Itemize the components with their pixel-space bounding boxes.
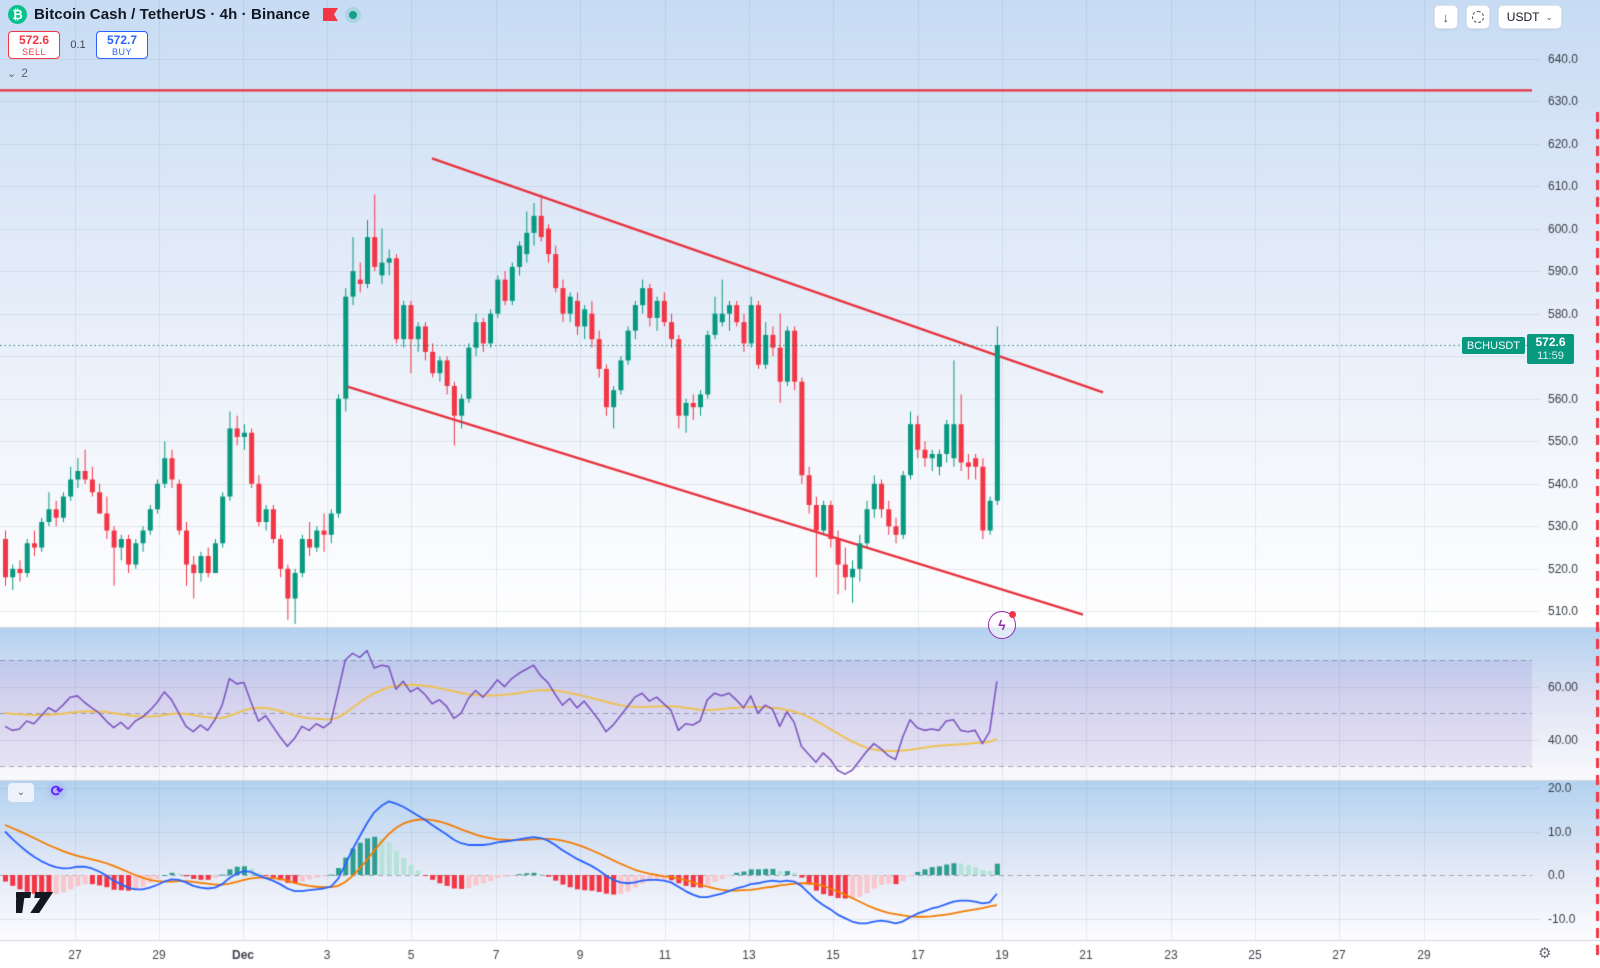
down-arrow-icon: ↓ bbox=[1442, 9, 1450, 25]
chevron-down-icon: ⌄ bbox=[1545, 11, 1553, 22]
macd-sync-button[interactable]: ⟳ bbox=[45, 779, 69, 803]
dashed-circle-icon bbox=[1471, 11, 1484, 23]
notification-dot bbox=[1009, 611, 1016, 618]
flash-alert-icon[interactable]: ϟ bbox=[988, 611, 1016, 639]
scroll-to-recent-button[interactable]: ↓ bbox=[1433, 5, 1458, 29]
flag-icon[interactable] bbox=[323, 8, 339, 21]
bitcoin-cash-logo-icon: ₿ bbox=[8, 5, 27, 24]
object-tree-collapse-chip[interactable]: ⌄ 2 bbox=[7, 66, 28, 80]
currency-label: USDT bbox=[1506, 10, 1540, 24]
tradingview-logo[interactable] bbox=[16, 886, 62, 918]
time-axis-settings-gear-icon[interactable]: ⚙ bbox=[1538, 945, 1552, 962]
bar-countdown: 11:59 bbox=[1537, 350, 1564, 362]
connection-status-icon bbox=[345, 6, 362, 23]
buy-sell-widget: 572.6 SELL 0.1 572.7 BUY bbox=[8, 31, 148, 59]
symbol-header: ₿ Bitcoin Cash / TetherUS · 4h · Binance bbox=[8, 5, 362, 24]
spread-value: 0.1 bbox=[70, 39, 86, 51]
chevron-down-icon: ⌄ bbox=[7, 67, 17, 80]
lightning-icon: ϟ bbox=[998, 617, 1006, 633]
currency-dropdown[interactable]: USDT ⌄ bbox=[1497, 5, 1562, 29]
last-price-value: 572.6 bbox=[1535, 335, 1566, 349]
buy-button[interactable]: 572.7 BUY bbox=[96, 31, 148, 59]
symbol-title[interactable]: Bitcoin Cash / TetherUS · 4h · Binance bbox=[34, 6, 311, 23]
last-price-label[interactable]: 572.6 11:59 bbox=[1527, 334, 1574, 364]
sell-price: 572.6 bbox=[18, 33, 50, 47]
auto-scale-button[interactable] bbox=[1465, 5, 1490, 29]
collapse-count: 2 bbox=[21, 66, 28, 80]
buy-price: 572.7 bbox=[106, 33, 138, 47]
sync-arrows-icon: ⟳ bbox=[50, 783, 64, 800]
sell-label: SELL bbox=[21, 47, 47, 57]
sell-button[interactable]: 572.6 SELL bbox=[8, 31, 60, 59]
macd-pane-collapse-button[interactable]: ⌄ bbox=[8, 783, 34, 802]
symbol-price-tag[interactable]: BCHUSDT bbox=[1462, 337, 1525, 354]
top-right-controls: ↓ USDT ⌄ bbox=[1433, 5, 1562, 29]
chevron-down-icon: ⌄ bbox=[16, 787, 26, 798]
buy-label: BUY bbox=[111, 47, 132, 57]
